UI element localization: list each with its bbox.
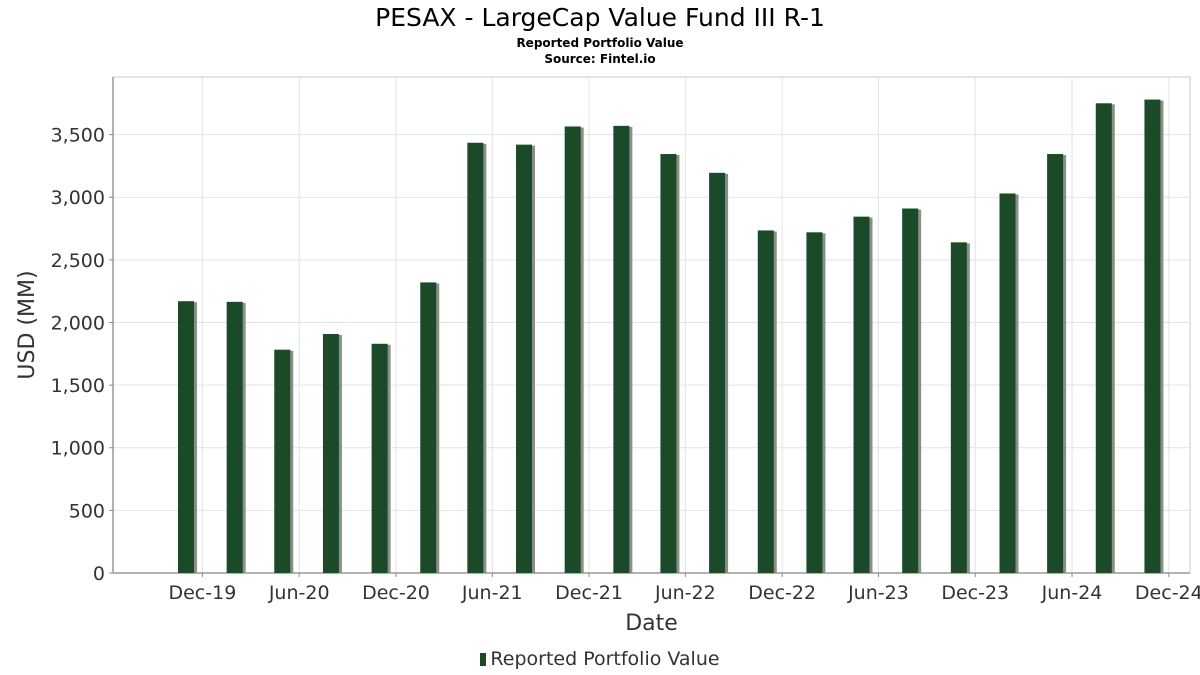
- bar: [564, 126, 581, 574]
- x-tick-label: Jun-20: [268, 582, 330, 604]
- chart-source: Source: Fintel.io: [544, 52, 656, 66]
- x-tick-label: Jun-22: [654, 582, 716, 604]
- x-tick-label: Dec-24: [1135, 582, 1200, 604]
- x-axis-label: Date: [625, 611, 678, 636]
- bar: [902, 208, 919, 574]
- x-tick-label: Dec-23: [941, 582, 1009, 604]
- legend-label: Reported Portfolio Value: [490, 648, 720, 670]
- bar: [322, 334, 339, 573]
- x-tick-label: Jun-23: [847, 582, 909, 604]
- bar: [177, 301, 194, 573]
- y-tick-label: 1,500: [51, 375, 105, 397]
- bar: [950, 242, 967, 574]
- chart-subtitle: Reported Portfolio Value: [516, 36, 684, 50]
- y-axis-label: USD (MM): [15, 270, 40, 379]
- y-tick-label: 500: [69, 500, 105, 522]
- bar: [660, 154, 677, 573]
- bar: [853, 216, 870, 574]
- legend: Reported Portfolio Value: [0, 648, 1200, 670]
- bar: [757, 230, 774, 574]
- x-tick-label: Dec-19: [168, 582, 236, 604]
- x-tick-label: Dec-20: [362, 582, 430, 604]
- bar: [371, 343, 388, 573]
- y-tick-label: 3,000: [51, 187, 105, 209]
- y-tick-label: 2,500: [51, 250, 105, 272]
- bar: [999, 193, 1016, 573]
- bar: [709, 172, 726, 573]
- bar: [806, 232, 823, 574]
- y-tick-label: 3,500: [51, 125, 105, 147]
- bar: [1047, 154, 1064, 573]
- x-tick-label: Jun-21: [461, 582, 523, 604]
- y-tick-label: 1,000: [51, 438, 105, 460]
- bar: [274, 349, 291, 573]
- bar: [226, 301, 243, 573]
- chart-title: PESAX - LargeCap Value Fund III R-1: [375, 3, 825, 32]
- bar: [420, 282, 437, 573]
- x-tick-label: Dec-21: [555, 582, 623, 604]
- bar: [613, 125, 630, 574]
- y-tick-label: 0: [93, 563, 105, 585]
- bar: [1144, 99, 1161, 573]
- legend-swatch: [480, 653, 487, 666]
- bar: [516, 144, 533, 574]
- x-tick-label: Jun-24: [1041, 582, 1103, 604]
- bar: [467, 142, 484, 573]
- y-tick-label: 2,000: [51, 312, 105, 334]
- x-tick-label: Dec-22: [748, 582, 816, 604]
- bar: [1095, 103, 1112, 573]
